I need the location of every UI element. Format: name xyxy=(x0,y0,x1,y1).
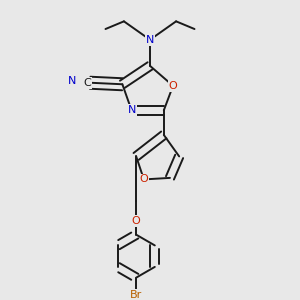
Text: N: N xyxy=(128,105,136,116)
Text: O: O xyxy=(140,174,148,184)
Text: O: O xyxy=(132,216,141,226)
Text: N: N xyxy=(68,76,76,86)
Text: C: C xyxy=(83,78,91,88)
Text: N: N xyxy=(146,35,154,45)
Text: Br: Br xyxy=(130,290,142,299)
Text: O: O xyxy=(169,81,177,91)
